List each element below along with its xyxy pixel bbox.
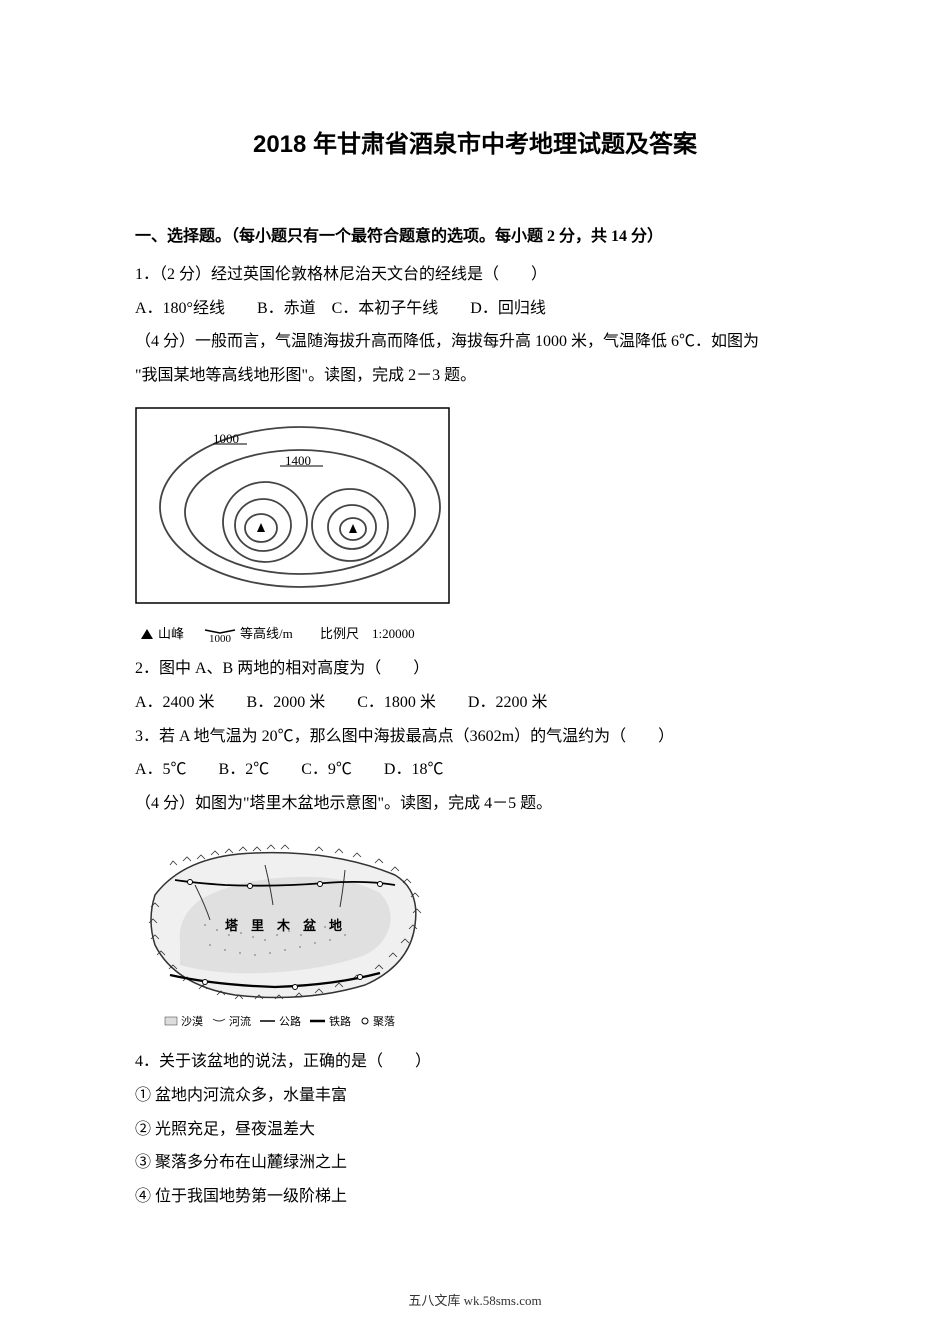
q3-options: A．5℃ B．2℃ C．9℃ D．18℃: [135, 753, 815, 787]
context-2-3-line2: "我国某地等高线地形图"。读图，完成 2－3 题。: [135, 359, 815, 393]
svg-text:公路: 公路: [279, 1015, 301, 1028]
figure-contour-map: 1000 1400 山峰 1000 等高线/m 比例尺 1:20000: [135, 407, 815, 642]
svg-text:等高线/m: 等高线/m: [240, 626, 293, 641]
svg-text:河流: 河流: [229, 1014, 251, 1028]
figure-basin-map: 塔 里 木 盆 地 沙漠 河流 公路 铁路 聚落: [135, 835, 815, 1035]
q2-options: A．2400 米 B．2000 米 C．1800 米 D．2200 米: [135, 686, 815, 720]
q4-item-1: ① 盆地内河流众多，水量丰富: [135, 1079, 815, 1113]
page-footer: 五八文库 wk.58sms.com: [0, 1287, 950, 1314]
context-2-3-line1: （4 分）一般而言，气温随海拔升高而降低，海拔每升高 1000 米，气温降低 6…: [135, 325, 815, 359]
section-header: 一、选择题。（每小题只有一个最符合题意的选项。每小题 2 分，共 14 分）: [135, 220, 815, 254]
svg-text:比例尺 1:20000: 比例尺 1:20000: [320, 626, 415, 641]
svg-text:山峰: 山峰: [158, 626, 184, 641]
q1-options: A．180°经线 B．赤道 C．本初子午线 D．回归线: [135, 292, 815, 326]
q4-item-2: ② 光照充足，昼夜温差大: [135, 1113, 815, 1147]
q4-item-3: ③ 聚落多分布在山麓绿洲之上: [135, 1146, 815, 1180]
svg-text:沙漠: 沙漠: [181, 1015, 203, 1028]
q3-text: 3．若 A 地气温为 20℃，那么图中海拔最高点（3602m）的气温约为（ ）: [135, 720, 815, 754]
q4-text: 4．关于该盆地的说法，正确的是（ ）: [135, 1045, 815, 1079]
svg-text:塔 里 木 盆 地: 塔 里 木 盆 地: [225, 918, 342, 933]
svg-text:铁路: 铁路: [329, 1015, 351, 1028]
page-title: 2018 年甘肃省酒泉市中考地理试题及答案: [135, 120, 815, 170]
q4-item-4: ④ 位于我国地势第一级阶梯上: [135, 1180, 815, 1214]
svg-text:1000: 1000: [209, 633, 232, 642]
context-4-5: （4 分）如图为"塔里木盆地示意图"。读图，完成 4－5 题。: [135, 787, 815, 821]
q1-text: 1．（2 分）经过英国伦敦格林尼治天文台的经线是（ ）: [135, 258, 815, 292]
q2-text: 2．图中 A、B 两地的相对高度为（ ）: [135, 652, 815, 686]
svg-text:聚落: 聚落: [373, 1015, 395, 1028]
